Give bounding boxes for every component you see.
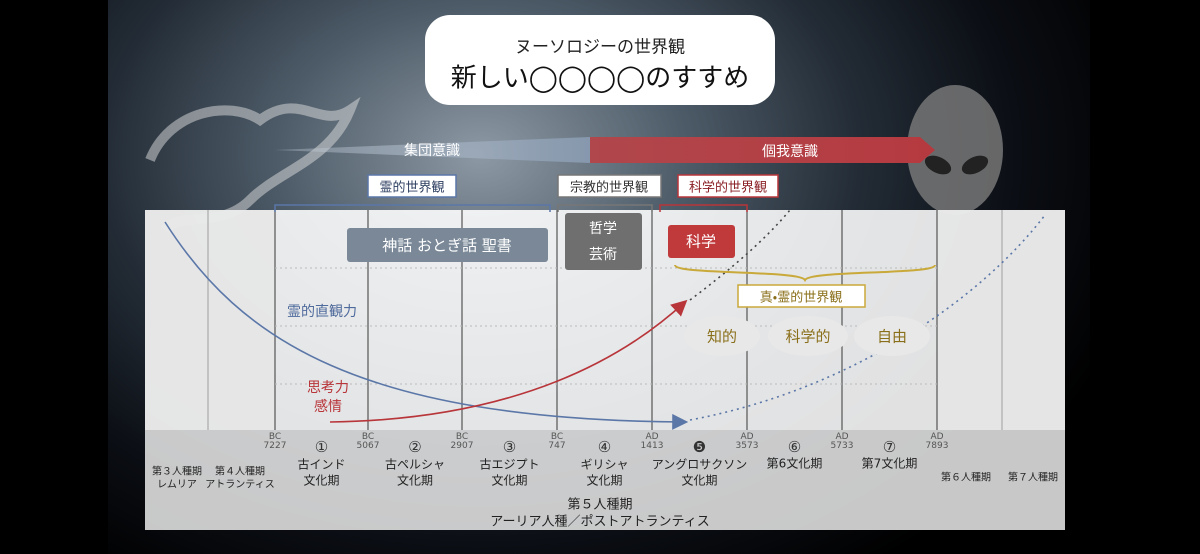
fifth-race-subtitle: アーリア人種／ポストアトランティス — [490, 514, 710, 530]
race-label: 第７人種期 — [1008, 472, 1058, 484]
date-era: BC — [268, 432, 282, 442]
worldview-label: 科学的世界観 — [688, 180, 768, 196]
race-label: 第６人種期 — [941, 472, 991, 484]
date-year: 7893 — [925, 441, 949, 451]
worldview-box — [367, 174, 457, 198]
true-view-box — [737, 284, 866, 308]
band-label: 個我意識 — [762, 144, 818, 160]
title-box — [425, 15, 775, 105]
philosophy-box — [565, 213, 642, 270]
race-label: レムリア — [157, 479, 197, 491]
period-label: ギリシャ — [580, 457, 629, 472]
period-label: 第7文化期 — [861, 456, 918, 471]
period-label: 文化期 — [491, 473, 528, 488]
date-era: AD — [645, 432, 659, 442]
bracket — [557, 204, 653, 212]
date-era: BC — [550, 432, 564, 442]
date-year: 3573 — [735, 441, 759, 451]
trait-label: 知的 — [706, 327, 738, 346]
collective-band — [275, 137, 600, 163]
period-label: 文化期 — [586, 473, 623, 488]
period-label: 古エジプト — [479, 457, 540, 472]
date-year: 5067 — [356, 441, 380, 451]
title-line: ヌーソロジーの世界観 — [515, 37, 685, 58]
true-view-label: 真・霊的世界観 — [759, 290, 843, 306]
worldview-label: 宗教的世界観 — [569, 180, 649, 196]
period-label: 古インド — [297, 457, 346, 472]
alien-eye — [924, 155, 952, 175]
date-year: 5733 — [830, 441, 854, 451]
period-label: アングロサクソン — [651, 457, 748, 472]
period-number: ③ — [502, 438, 517, 456]
date-era: BC — [455, 432, 469, 442]
date-year: 7227 — [263, 441, 287, 451]
period-label: 文化期 — [396, 473, 434, 488]
thinking-projection — [689, 209, 791, 301]
date-era: BC — [361, 432, 375, 442]
science-box — [668, 225, 735, 258]
intuition-curve — [164, 221, 689, 430]
date-year: 1413 — [640, 441, 664, 451]
thinking-curve — [329, 299, 688, 423]
period-label: 文化期 — [681, 473, 718, 488]
date-year: 2907 — [450, 441, 474, 451]
fifth-race-title: 第５人種期 — [567, 497, 633, 513]
panel-shade — [937, 210, 1065, 430]
bracket — [274, 204, 551, 212]
race-label: 第３人種期 — [152, 466, 202, 478]
alien-eye — [961, 155, 989, 175]
date-era: AD — [930, 432, 944, 442]
period-number: ① — [314, 438, 329, 456]
period-number: ④ — [597, 438, 612, 456]
box-label: 科学 — [685, 232, 717, 251]
curve-label: 霊的直観力 — [287, 304, 357, 320]
curve-label: 思考力 — [307, 380, 349, 396]
worldview-box — [557, 174, 662, 198]
gold-brace — [674, 264, 936, 283]
trait-label: 自由 — [876, 327, 908, 346]
bracket — [659, 204, 748, 212]
period-label: 古ペルシャ — [384, 457, 446, 472]
trait-oval — [768, 316, 848, 356]
box-label: 芸術 — [589, 247, 617, 263]
trait-label: 科学的 — [785, 327, 831, 346]
date-year: 747 — [548, 441, 566, 451]
curve-label: 感情 — [314, 399, 342, 415]
box-label: 哲学 — [589, 221, 617, 237]
alien-head — [907, 85, 1003, 215]
bottom-band — [145, 430, 1065, 530]
title-line: 新しい◯◯◯◯のすすめ — [450, 63, 750, 94]
worldview-box — [677, 174, 779, 198]
period-number: ⑥ — [787, 438, 802, 456]
panel-shade — [145, 210, 275, 430]
period-label: 第6文化期 — [766, 456, 823, 471]
trait-oval — [854, 316, 930, 356]
period-label: 文化期 — [303, 473, 340, 488]
period-number: ② — [408, 438, 422, 456]
date-era: AD — [740, 432, 754, 442]
band-label: 集団意識 — [404, 143, 460, 159]
race-label: アトランティス — [205, 479, 275, 491]
individual-band — [590, 137, 935, 163]
period-number: ⑦ — [882, 438, 897, 456]
worldview-label: 霊的世界観 — [379, 180, 445, 196]
period-number: ❺ — [692, 438, 707, 456]
date-era: AD — [835, 432, 849, 442]
race-label: 第４人種期 — [215, 466, 265, 478]
trait-oval — [684, 316, 760, 356]
myth-box — [347, 228, 548, 262]
box-label: 神話 おとぎ話 聖書 — [382, 236, 512, 255]
